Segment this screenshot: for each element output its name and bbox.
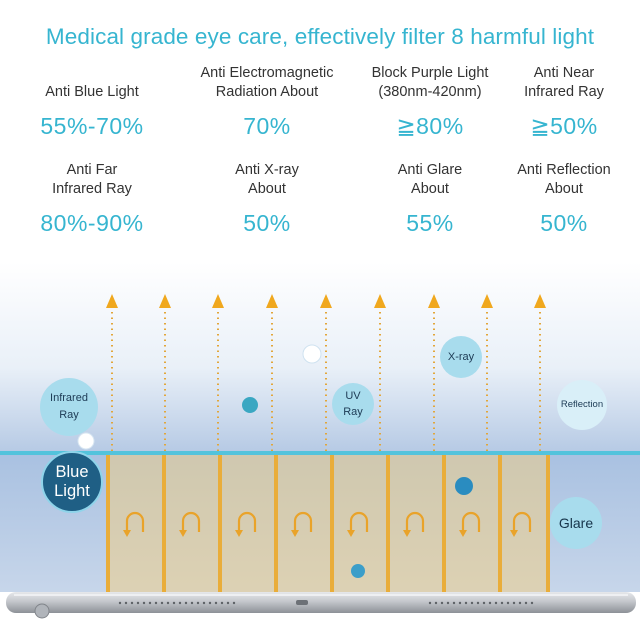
stat-block-purple-light: Block Purple Light (380nm-420nm) ≧80%	[350, 62, 510, 140]
stat-anti-near-infrared: Anti Near Infrared Ray ≧50%	[484, 62, 640, 140]
particle-dot	[77, 432, 95, 450]
stat-value: 55%-70%	[40, 113, 144, 139]
uv-ray-bubble: UV Ray	[332, 383, 374, 425]
stat-label: Anti Blue Light	[45, 84, 139, 100]
stat-anti-glare: Anti Glare About 55%	[350, 159, 510, 237]
particle-dot	[242, 397, 258, 413]
stat-label: Anti Near Infrared Ray	[524, 65, 604, 100]
u-turn-icon	[125, 511, 532, 534]
stat-anti-x-ray: Anti X-ray About 50%	[187, 159, 347, 237]
filter-layer-line	[0, 451, 640, 455]
u-turn-arrowhead	[123, 530, 518, 537]
stat-label: Anti Electromagnetic Radiation About	[200, 65, 334, 100]
tablet-device	[6, 592, 636, 619]
stat-value: 55%	[406, 210, 454, 236]
stat-value: 80%-90%	[40, 210, 144, 236]
stat-label: Block Purple Light (380nm-420nm)	[371, 65, 489, 100]
x-ray-bubble: X-ray	[440, 336, 482, 378]
stat-anti-electromagnetic: Anti Electromagnetic Radiation About 70%	[187, 62, 347, 140]
reflected-light-columns	[108, 455, 548, 592]
arrow-up-icon	[106, 294, 546, 308]
particle-dot	[351, 564, 365, 578]
blue-light-bubble: Blue Light	[41, 451, 103, 513]
stat-label: Anti Reflection About	[517, 162, 611, 197]
stat-label: Anti X-ray About	[235, 162, 299, 197]
stat-label: Anti Glare About	[397, 162, 463, 197]
headline: Medical grade eye care, effectively filt…	[45, 24, 595, 49]
stat-anti-far-infrared: Anti Far Infrared Ray 80%-90%	[12, 159, 172, 237]
stat-value: ≧50%	[530, 113, 598, 139]
stat-value: 50%	[243, 210, 291, 236]
light-rays	[111, 312, 541, 452]
stat-anti-blue-light: Anti Blue Light 55%-70%	[12, 62, 172, 140]
infrared-ray-bubble: Infrared Ray	[40, 378, 98, 436]
stat-value: 70%	[243, 113, 291, 139]
column-dividers	[106, 455, 550, 592]
particle-dot	[455, 477, 473, 495]
stat-value: ≧80%	[396, 113, 464, 139]
glare-bubble: Glare	[550, 497, 602, 549]
stat-value: 50%	[540, 210, 588, 236]
stat-label: Anti Far Infrared Ray	[52, 162, 132, 197]
particle-dot	[302, 344, 322, 364]
reflection-bubble: Reflection	[557, 380, 607, 430]
stat-anti-reflection: Anti Reflection About 50%	[484, 159, 640, 237]
